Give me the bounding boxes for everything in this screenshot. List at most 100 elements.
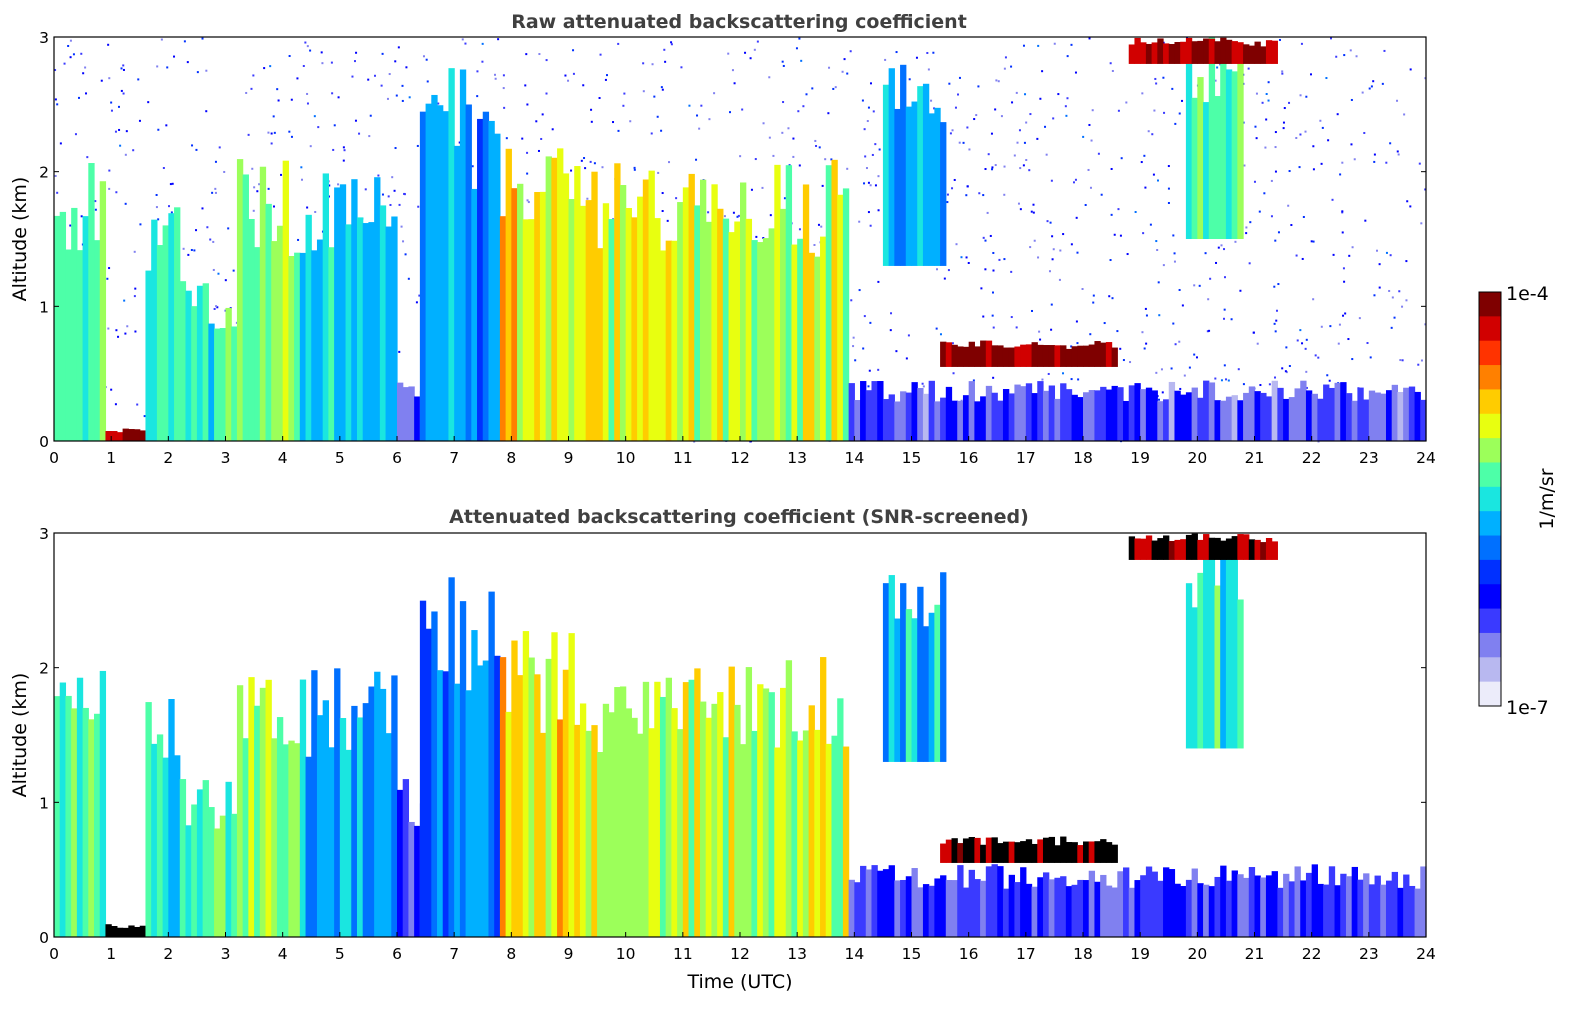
heatmap-cell: [105, 924, 112, 937]
noise-speckle: [1275, 319, 1278, 322]
noise-speckle: [877, 280, 880, 283]
noise-speckle: [781, 131, 784, 134]
noise-speckle: [633, 166, 636, 169]
noise-speckle: [1309, 73, 1312, 76]
heatmap-cell: [1100, 386, 1107, 441]
heatmap-cell: [288, 255, 295, 441]
heatmap-cell: [894, 618, 901, 762]
x-tick-label: 13: [787, 449, 807, 467]
noise-speckle: [209, 238, 212, 241]
heatmap-cell: [940, 875, 947, 937]
heatmap-cell: [1100, 342, 1107, 367]
heatmap-cell: [254, 247, 261, 441]
heatmap-cell: [254, 705, 261, 937]
noise-speckle: [1270, 179, 1273, 182]
noise-speckle: [1312, 298, 1315, 301]
noise-speckle: [333, 124, 336, 127]
noise-speckle: [1220, 379, 1223, 382]
heatmap-cell: [1185, 392, 1193, 441]
heatmap-cell: [1225, 39, 1233, 64]
noise-speckle: [1370, 85, 1373, 88]
heatmap-cell: [882, 869, 890, 937]
noise-speckle: [707, 211, 710, 214]
noise-speckle: [126, 325, 129, 328]
x-tick-label: 23: [1359, 449, 1379, 467]
heatmap-cell: [139, 925, 147, 937]
noise-speckle: [1158, 398, 1161, 401]
noise-speckle: [77, 96, 80, 99]
x-tick-label: 1: [106, 945, 116, 963]
noise-speckle: [750, 188, 753, 191]
noise-speckle: [982, 315, 985, 318]
heatmap-cell: [802, 184, 810, 441]
heatmap-cell: [1042, 872, 1050, 937]
x-tick-label: 19: [1130, 449, 1150, 467]
noise-speckle: [1223, 364, 1226, 367]
heatmap-cell: [1042, 345, 1050, 367]
heatmap-cell: [425, 628, 432, 937]
noise-speckle: [1393, 316, 1396, 319]
noise-speckle: [526, 199, 529, 202]
colorbar-segment: [1479, 316, 1501, 342]
heatmap-cell: [168, 699, 175, 937]
colorbar-segment: [1479, 413, 1501, 439]
noise-speckle: [1305, 370, 1308, 373]
noise-speckle: [471, 165, 474, 168]
noise-speckle: [1247, 67, 1250, 70]
heatmap-cell: [1071, 394, 1078, 441]
noise-speckle: [998, 258, 1001, 261]
noise-speckle: [398, 350, 401, 353]
noise-speckle: [124, 202, 127, 205]
noise-speckle: [108, 267, 111, 270]
heatmap-cell: [740, 182, 747, 442]
noise-speckle: [1274, 330, 1277, 333]
x-tick-label: 20: [1187, 945, 1207, 963]
heatmap-cell: [1243, 534, 1250, 560]
heatmap-cell: [231, 326, 238, 441]
heatmap-cell: [1208, 537, 1216, 560]
noise-speckle: [792, 137, 795, 140]
noise-speckle: [1029, 113, 1032, 116]
noise-speckle: [814, 139, 817, 142]
noise-speckle: [1023, 141, 1026, 144]
heatmap-cell: [1294, 388, 1301, 441]
noise-speckle: [1066, 55, 1069, 58]
noise-speckle: [1041, 70, 1044, 73]
noise-speckle: [889, 329, 892, 332]
heatmap-cell: [1243, 44, 1250, 64]
heatmap-cell: [968, 341, 975, 367]
noise-speckle: [245, 91, 248, 94]
heatmap-cell: [208, 807, 215, 937]
heatmap-cell: [539, 732, 547, 937]
noise-speckle: [115, 329, 118, 332]
noise-speckle: [1144, 186, 1147, 189]
noise-speckle: [1263, 192, 1266, 195]
noise-speckle: [190, 248, 193, 251]
x-tick-label: 17: [1016, 449, 1036, 467]
noise-speckle: [122, 68, 125, 71]
noise-speckle: [586, 197, 589, 200]
noise-speckle: [1145, 314, 1148, 317]
noise-speckle: [1274, 131, 1277, 134]
noise-speckle: [995, 79, 998, 82]
colorbar-segment: [1479, 365, 1501, 390]
noise-speckle: [946, 201, 949, 204]
noise-speckle: [69, 39, 72, 42]
noise-speckle: [85, 92, 88, 95]
noise-speckle: [108, 77, 111, 80]
noise-speckle: [1406, 200, 1409, 203]
noise-speckle: [1305, 338, 1308, 341]
noise-speckle: [739, 155, 742, 158]
heatmap-cell: [1328, 866, 1336, 937]
noise-speckle: [877, 209, 880, 212]
heatmap-cell: [1283, 873, 1290, 937]
heatmap-cell: [219, 815, 227, 937]
noise-speckle: [269, 65, 272, 68]
noise-speckle: [866, 120, 869, 123]
noise-speckle: [425, 58, 428, 61]
noise-speckle: [1389, 254, 1392, 257]
noise-speckle: [1126, 253, 1129, 256]
colorbar-gradient: [1479, 292, 1501, 707]
noise-speckle: [464, 42, 467, 45]
noise-speckle: [227, 227, 230, 230]
